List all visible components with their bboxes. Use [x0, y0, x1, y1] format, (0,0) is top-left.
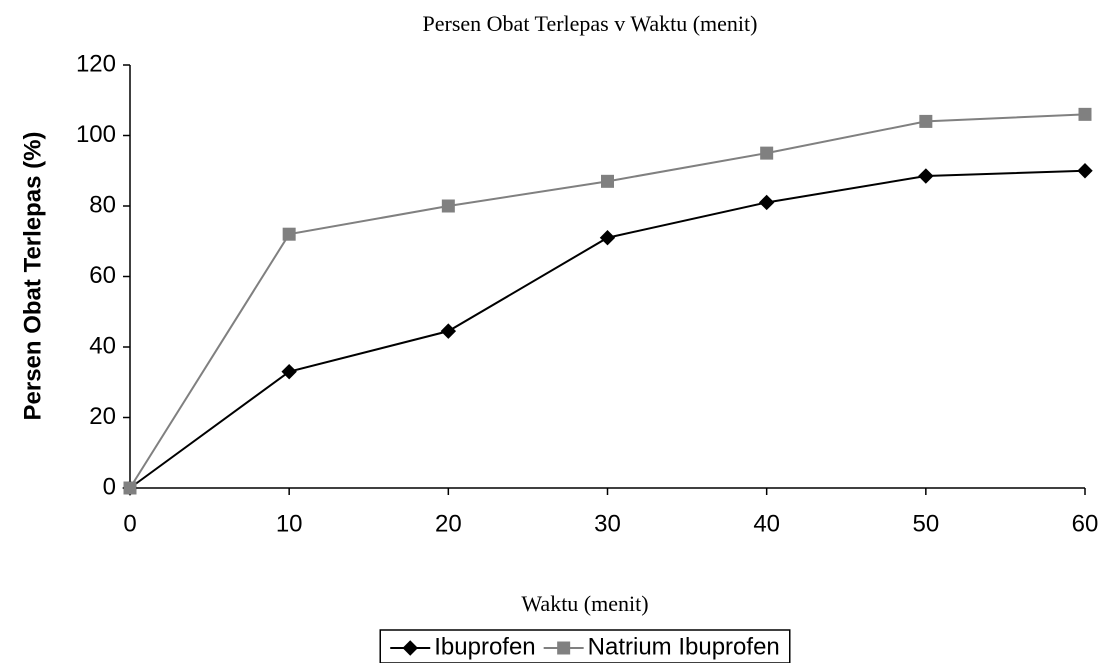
- marker: [281, 363, 297, 380]
- marker: [601, 174, 614, 188]
- marker: [402, 640, 418, 656]
- y-tick-label: 80: [89, 191, 116, 218]
- legend-label: Ibuprofen: [434, 633, 535, 660]
- y-tick-label: 0: [103, 473, 116, 500]
- marker: [1078, 107, 1092, 121]
- marker: [918, 168, 934, 184]
- chart-title: Persen Obat Terlepas v Waktu (menit): [423, 11, 758, 36]
- marker: [282, 227, 296, 241]
- x-tick-label: 0: [123, 510, 136, 537]
- marker: [1077, 163, 1093, 179]
- marker: [919, 114, 933, 128]
- x-tick-label: 40: [753, 510, 780, 537]
- y-tick-label: 120: [76, 50, 116, 77]
- legend-box: [379, 629, 791, 663]
- legend: Ibuprofen Natrium Ibuprofen: [379, 629, 791, 663]
- y-axis-label: Persen Obat Terlepas (%): [19, 132, 46, 421]
- x-tick-label: 10: [276, 510, 303, 537]
- x-tick-label: 20: [435, 510, 462, 537]
- y-tick-label: 20: [89, 403, 116, 430]
- marker: [557, 641, 571, 655]
- marker: [599, 230, 616, 246]
- marker: [758, 194, 775, 211]
- x-tick-label: 50: [912, 510, 939, 537]
- marker: [123, 481, 137, 495]
- y-tick-label: 60: [89, 262, 116, 289]
- y-tick-label: 40: [89, 332, 116, 359]
- x-axis-label: Waktu (menit): [521, 591, 648, 616]
- x-tick-label: 60: [1072, 510, 1099, 537]
- marker: [441, 199, 455, 213]
- x-tick-label: 30: [594, 510, 621, 537]
- marker: [440, 323, 457, 339]
- y-tick-label: 100: [76, 121, 116, 148]
- marker: [760, 146, 774, 160]
- legend-item: Ibuprofen: [390, 633, 536, 660]
- legend-label: Natrium Ibuprofen: [588, 633, 780, 660]
- legend-item: Natrium Ibuprofen: [543, 633, 780, 660]
